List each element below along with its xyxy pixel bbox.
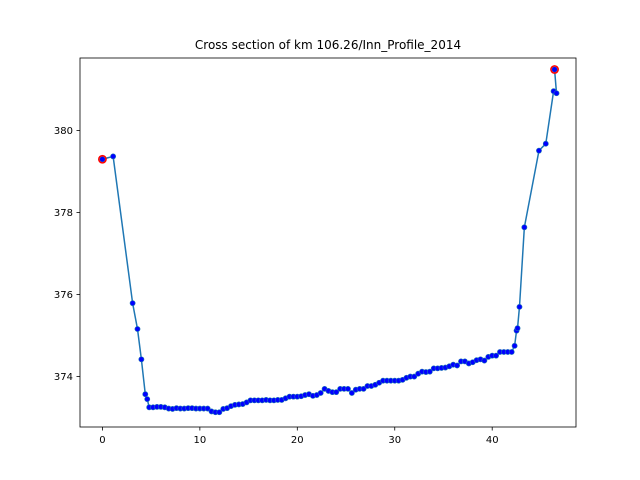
highlight-point-0 — [98, 154, 107, 164]
data-point-86 — [454, 362, 461, 369]
highlight-point-center-1 — [552, 67, 557, 72]
y-tick-label-3: 380 — [54, 126, 73, 137]
highlight-point-center-0 — [100, 156, 105, 162]
data-point-22 — [204, 405, 211, 412]
data-point-55 — [333, 389, 340, 396]
axes-frame — [79, 57, 577, 428]
data-point-58 — [345, 385, 351, 392]
y-tick-label-1: 376 — [54, 290, 73, 301]
data-point-93 — [481, 357, 488, 364]
data-point-106 — [536, 147, 542, 154]
x-tick-label-0: 0 — [99, 435, 105, 446]
axes-layer: 0 10 20 30 40 374 376 378 380 — [54, 57, 577, 446]
data-point-96 — [493, 352, 499, 359]
data-point-103 — [514, 325, 521, 332]
data-point-4 — [138, 356, 145, 363]
data-point-5 — [142, 391, 149, 398]
data-point-104 — [516, 303, 523, 310]
data-point-105 — [521, 224, 528, 231]
plot-layer — [98, 65, 560, 416]
x-tick-label-1: 10 — [193, 435, 206, 446]
x-tick-label-4: 40 — [486, 435, 499, 446]
data-point-100 — [508, 349, 515, 355]
data-point-75 — [411, 373, 418, 380]
data-point-109 — [553, 90, 560, 97]
highlight-point-1 — [550, 65, 559, 74]
data-point-2 — [129, 300, 136, 307]
data-point-6 — [144, 396, 151, 403]
data-point-3 — [134, 326, 141, 332]
y-tick-label-2: 378 — [54, 208, 73, 219]
data-point-79 — [426, 368, 433, 375]
data-point-1 — [110, 153, 117, 160]
chart-title: Cross section of km 106.26/Inn_Profile_2… — [195, 38, 461, 52]
data-point-59 — [348, 390, 355, 396]
data-point-51 — [317, 390, 324, 396]
y-tick-label-0: 374 — [54, 372, 73, 383]
data-point-62 — [360, 385, 367, 392]
data-point-25 — [216, 409, 223, 416]
data-point-107 — [542, 140, 549, 147]
x-tick-label-2: 20 — [291, 435, 304, 446]
x-tick-label-3: 30 — [388, 435, 401, 446]
data-point-101 — [511, 342, 518, 349]
